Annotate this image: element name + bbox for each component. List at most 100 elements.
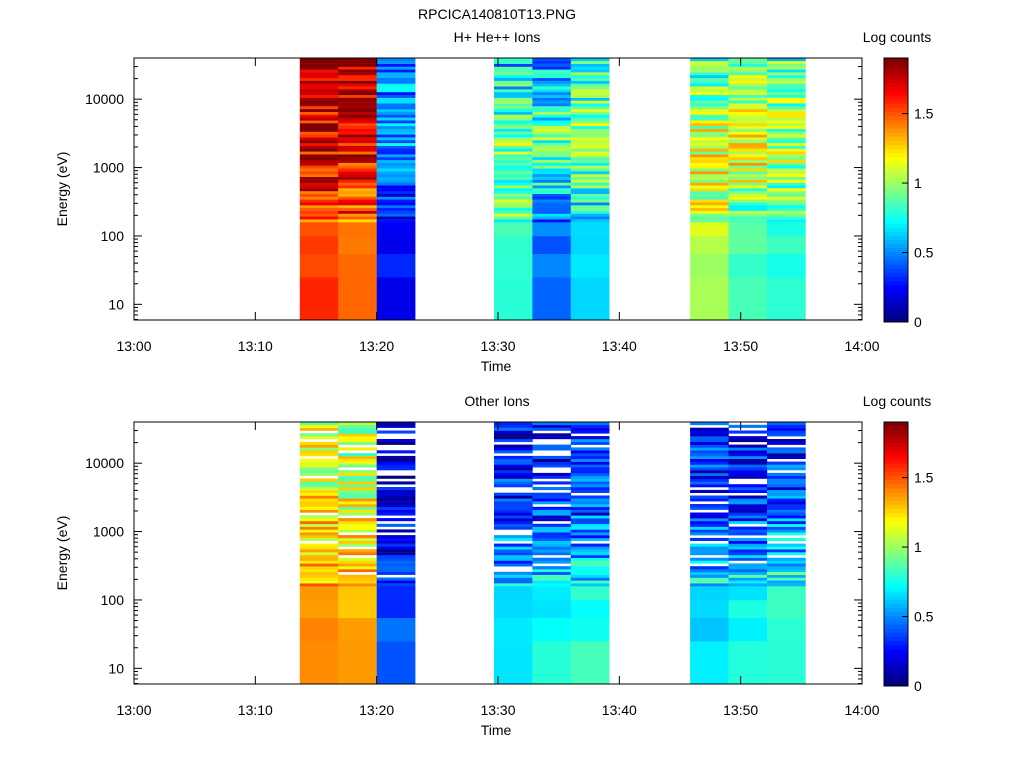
heatmap-cell	[690, 495, 729, 499]
colorbar-swatch	[884, 58, 908, 63]
heatmap-cell	[570, 552, 610, 556]
heatmap-cell	[728, 464, 768, 468]
heatmap-cell	[376, 552, 416, 556]
heatmap-cell	[532, 523, 572, 527]
heatmap-cell	[299, 168, 339, 172]
heatmap-cell	[728, 563, 768, 567]
heatmap-cell	[767, 492, 806, 496]
heatmap-cell	[494, 253, 533, 278]
heatmap-cell	[767, 552, 806, 556]
colorbar-swatch	[884, 578, 908, 584]
heatmap-cell	[767, 77, 806, 81]
heatmap-cell	[690, 574, 729, 578]
heatmap-cell	[532, 617, 572, 642]
heatmap-cell	[728, 467, 768, 471]
heatmap-cell	[376, 219, 416, 223]
heatmap-cell	[494, 515, 533, 519]
heatmap-cell	[532, 182, 572, 186]
heatmap-cell	[570, 617, 610, 642]
heatmap-cell	[728, 120, 768, 124]
heatmap-cell	[690, 506, 729, 510]
colorbar-swatch	[884, 173, 908, 179]
heatmap-cell	[494, 77, 533, 81]
heatmap-cell	[690, 518, 729, 522]
heatmap-cell	[338, 599, 377, 618]
heatmap-cell	[728, 151, 768, 155]
colorbar-swatch	[884, 74, 908, 80]
heatmap-cell	[690, 86, 729, 90]
heatmap-cell	[299, 100, 339, 104]
heatmap-cell	[690, 569, 729, 573]
heatmap-cell	[767, 515, 806, 519]
colorbar-swatch	[884, 665, 908, 670]
heatmap-cell	[376, 537, 416, 541]
heatmap-cell	[494, 58, 533, 62]
heatmap-cell	[532, 447, 572, 451]
heatmap-cell	[728, 599, 768, 618]
heatmap-cell	[338, 60, 377, 64]
heatmap-cell	[690, 66, 729, 70]
heatmap-cell	[299, 66, 339, 70]
heatmap-cell	[690, 117, 729, 121]
heatmap-cell	[494, 176, 533, 180]
heatmap-cell	[728, 185, 768, 189]
heatmap-cell	[728, 171, 768, 175]
heatmap-cell	[532, 159, 572, 163]
heatmap-cell	[728, 157, 768, 161]
heatmap-cell	[299, 546, 339, 550]
heatmap-cell	[299, 142, 339, 146]
heatmap-cell	[767, 586, 806, 601]
heatmap-cell	[299, 106, 339, 110]
heatmap-cell	[376, 571, 416, 575]
colorbar-swatch	[884, 107, 908, 113]
heatmap-cell	[376, 185, 416, 189]
heatmap-cell	[532, 444, 572, 448]
heatmap-cell	[690, 546, 729, 550]
colorbar-swatch	[884, 657, 908, 662]
heatmap-cell	[690, 447, 729, 451]
heatmap-cell	[338, 131, 377, 135]
heatmap-cell	[494, 580, 533, 584]
heatmap-cell	[376, 430, 416, 434]
heatmap-cell	[690, 137, 729, 141]
heatmap-cell	[570, 495, 610, 499]
heatmap-cell	[690, 72, 729, 76]
heatmap-cell	[494, 571, 533, 575]
heatmap-cell	[570, 58, 610, 62]
heatmap-cell	[532, 171, 572, 175]
heatmap-cell	[299, 176, 339, 180]
heatmap-cell	[570, 599, 610, 618]
colorbar-swatch	[884, 210, 908, 216]
colorbar-swatch	[884, 558, 908, 563]
heatmap-cell	[767, 165, 806, 169]
heatmap-cell	[690, 202, 729, 206]
heatmap-cell	[570, 188, 610, 192]
heatmap-cell	[690, 176, 729, 180]
heatmap-cell	[728, 148, 768, 152]
colorbar-swatch	[884, 570, 908, 576]
heatmap-cell	[299, 157, 339, 161]
heatmap-cell	[494, 219, 533, 223]
heatmap-cell	[494, 154, 533, 158]
colorbar-swatch	[884, 591, 908, 596]
heatmap-cell	[376, 509, 416, 513]
heatmap-cell	[376, 554, 416, 558]
heatmap-cell	[728, 436, 768, 440]
heatmap-cell	[728, 145, 768, 149]
heatmap-cell	[570, 441, 610, 445]
colorbar-swatch	[884, 442, 908, 448]
heatmap-cell	[767, 103, 806, 107]
heatmap-cell	[767, 526, 806, 530]
heatmap-cell	[570, 427, 610, 431]
heatmap-cell	[494, 91, 533, 95]
heatmap-cell	[494, 549, 533, 553]
heatmap-cell	[532, 154, 572, 158]
heatmap-cell	[728, 69, 768, 73]
heatmap-cell	[690, 504, 729, 508]
heatmap-cell	[532, 125, 572, 129]
colorbar-swatch	[884, 313, 908, 319]
heatmap-cell	[299, 137, 339, 141]
heatmap-cell	[767, 641, 806, 685]
heatmap-cell	[570, 560, 610, 564]
heatmap-cell	[767, 111, 806, 115]
